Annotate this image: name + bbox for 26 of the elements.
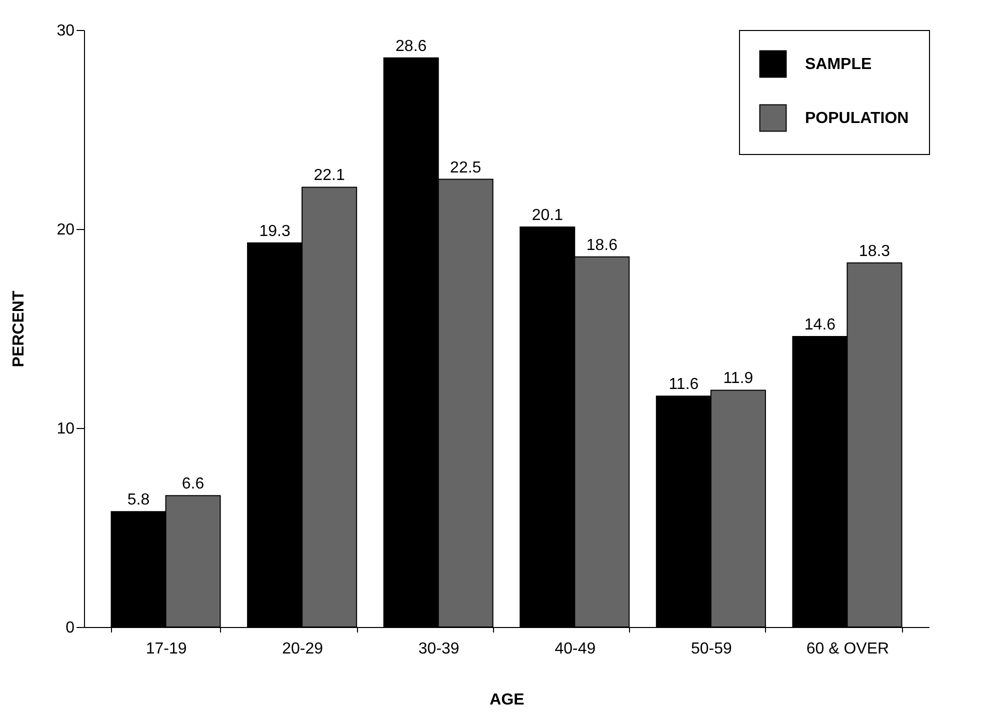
- x-tick-label: 50-59: [690, 640, 732, 658]
- data-label: 5.8: [127, 492, 150, 509]
- data-label: 18.6: [586, 236, 618, 254]
- x-tick-label: 60 & OVER: [806, 640, 890, 658]
- data-label: 11.9: [723, 370, 754, 388]
- data-label: 14.6: [804, 316, 836, 334]
- data-label: 11.6: [668, 376, 699, 394]
- data-label: 6.6: [182, 476, 204, 493]
- data-label: 28.6: [396, 38, 427, 55]
- data-label: 19.3: [259, 222, 290, 240]
- x-axis-title: AGE: [490, 692, 525, 708]
- data-label: 22.1: [314, 167, 345, 184]
- x-tick-label: 20-29: [282, 640, 324, 658]
- data-label: 20.1: [532, 207, 564, 224]
- x-tick-label: 17-19: [146, 640, 187, 658]
- y-tick-label: 20: [56, 222, 75, 238]
- y-tick-label: 10: [56, 420, 75, 438]
- data-label: 22.5: [450, 159, 482, 176]
- legend-label: POPULATION: [805, 110, 909, 127]
- legend-label: SAMPLE: [805, 56, 872, 73]
- y-axis-title: PERCENT: [10, 290, 28, 368]
- data-label: 18.3: [858, 242, 890, 260]
- y-tick-label: 0: [66, 620, 75, 636]
- x-tick-label: 40-49: [554, 640, 596, 658]
- y-tick-label: 30: [56, 22, 75, 40]
- x-tick-label: 30-39: [418, 640, 460, 658]
